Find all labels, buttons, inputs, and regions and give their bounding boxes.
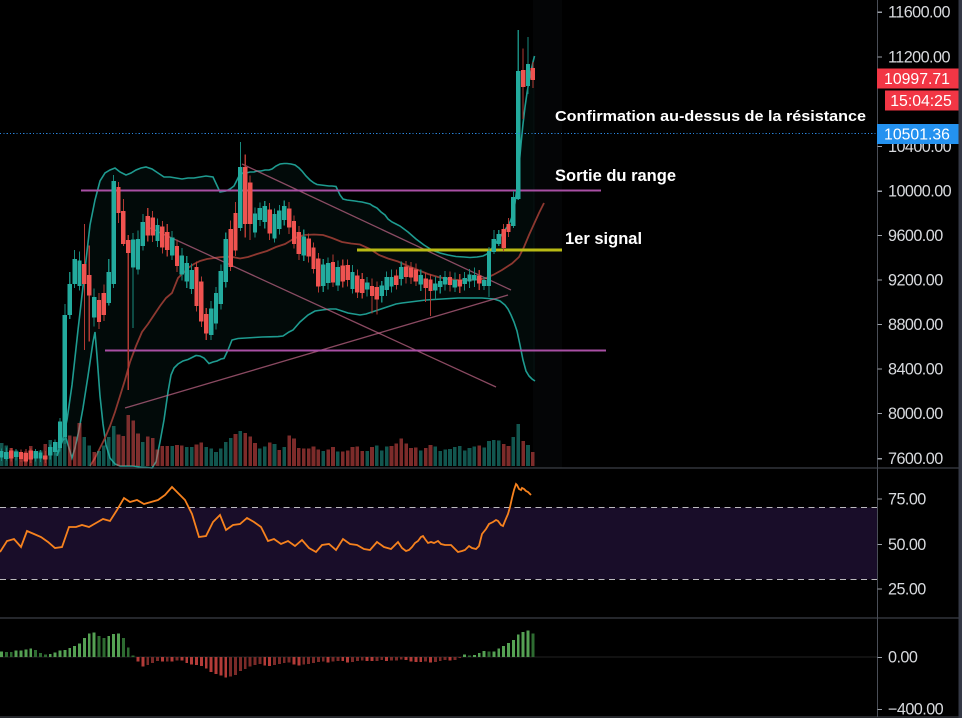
svg-text:10997.71: 10997.71: [884, 71, 950, 88]
svg-text:10501.36: 10501.36: [884, 126, 950, 143]
svg-text:75.00: 75.00: [888, 490, 926, 508]
svg-text:10000.00: 10000.00: [888, 183, 952, 201]
svg-text:8800.00: 8800.00: [888, 316, 943, 334]
svg-text:7600.00: 7600.00: [888, 450, 943, 468]
svg-text:9200.00: 9200.00: [888, 271, 943, 289]
svg-text:8400.00: 8400.00: [888, 360, 943, 378]
svg-text:25.00: 25.00: [888, 580, 926, 598]
svg-text:0.00: 0.00: [888, 649, 918, 667]
svg-text:Confirmation au-dessus de la r: Confirmation au-dessus de la résistance: [555, 108, 866, 125]
svg-text:15:04:25: 15:04:25: [890, 93, 952, 110]
svg-text:9600.00: 9600.00: [888, 227, 943, 245]
svg-text:Sortie du range: Sortie du range: [555, 167, 676, 185]
svg-text:8000.00: 8000.00: [888, 405, 943, 423]
svg-text:50.00: 50.00: [888, 536, 926, 554]
svg-text:11200.00: 11200.00: [888, 48, 950, 66]
svg-text:1er signal: 1er signal: [565, 230, 642, 248]
svg-text:11600.00: 11600.00: [888, 4, 950, 22]
svg-text:−400.00: −400.00: [888, 701, 944, 718]
